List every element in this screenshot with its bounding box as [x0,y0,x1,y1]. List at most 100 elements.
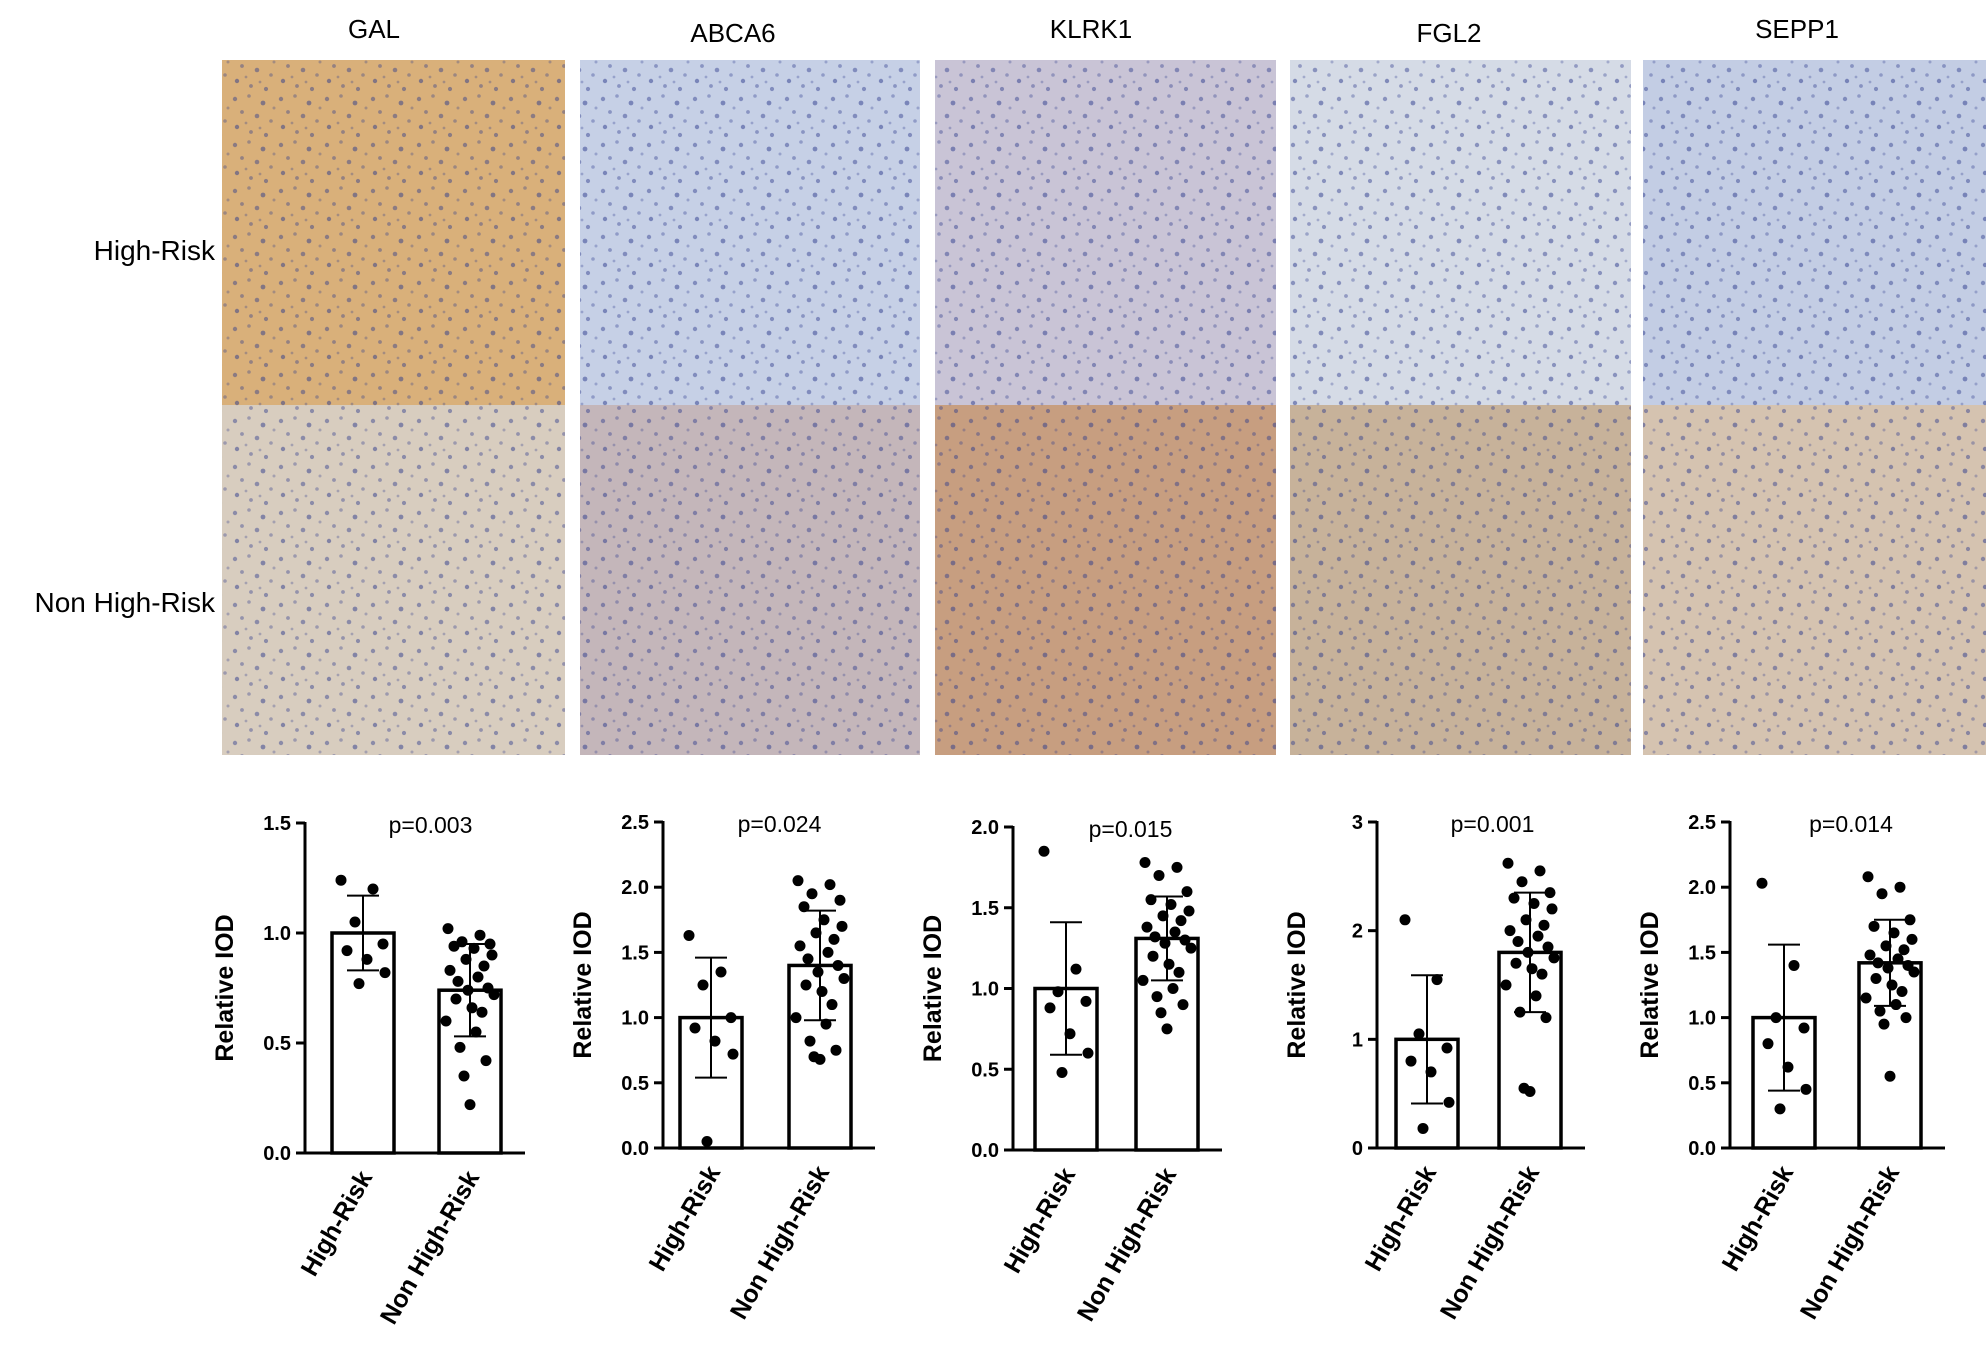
data-point-non-high-risk [470,1026,482,1038]
y-tick-label: 1.0 [621,1008,649,1030]
data-point-non-high-risk [488,989,500,1001]
y-tick-label: 1 [1352,1029,1363,1051]
data-point-non-high-risk [478,960,490,972]
data-point-high-risk [1800,1083,1812,1095]
data-point-high-risk [725,1012,737,1024]
data-point-non-high-risk [816,986,828,998]
micrograph-high-risk-fgl2 [1290,60,1631,405]
data-point-non-high-risk [1185,942,1197,954]
data-point-non-high-risk [484,938,496,950]
chart-sepp1: Relative IOD 0.0 0.5 1.0 1.5 2.0 2.5 p=0.014 Hig… [1636,811,1945,1324]
x-category-label-high-risk: High-Risk [296,1166,379,1281]
data-point-non-high-risk [1548,952,1560,964]
data-point-high-risk [1052,986,1064,998]
data-point-non-high-risk [1159,937,1171,949]
data-point-non-high-risk [1874,1005,1886,1017]
data-point-non-high-risk [1153,869,1165,881]
data-point-non-high-risk [440,1015,452,1027]
data-point-non-high-risk [1884,1070,1896,1082]
data-point-non-high-risk [1147,950,1159,962]
y-tick-label: 0.5 [621,1073,649,1095]
x-category-label-high-risk: High-Risk [999,1163,1082,1278]
data-point-non-high-risk [1167,983,1179,994]
data-point-high-risk [361,953,373,965]
data-point-non-high-risk [1890,999,1902,1011]
data-point-high-risk [1056,1066,1068,1078]
data-point-non-high-risk [452,975,464,987]
data-point-non-high-risk [1544,887,1556,899]
chart-row: Relative IOD 0.0 0.5 1.0 1.5 p=0.003 High-Risk… [211,811,1945,1329]
data-point-high-risk [1413,1028,1425,1040]
micrograph-high-risk-gal [222,60,565,405]
y-axis-title: Relative IOD [1283,911,1311,1058]
data-point-non-high-risk [1151,991,1163,1003]
y-tick-label: 1.0 [971,979,999,1001]
data-point-non-high-risk [1508,892,1520,904]
y-tick-label: 1.0 [1688,1008,1716,1030]
data-point-non-high-risk [1886,979,1898,991]
y-tick-label: 1.5 [621,942,649,964]
data-point-high-risk [1038,845,1050,857]
data-point-non-high-risk [828,933,840,945]
data-point-non-high-risk [1161,1023,1173,1035]
micrograph-non-high-risk-abca6 [580,405,920,755]
micrograph-high-risk-abca6 [580,60,920,405]
data-point-non-high-risk [464,1099,476,1111]
data-point-high-risk [697,979,709,991]
data-point-non-high-risk [1139,857,1151,869]
data-point-non-high-risk [836,920,848,932]
data-point-high-risk [379,967,391,979]
gene-header-abca6: ABCA6 [690,18,775,48]
data-point-high-risk [1788,959,1800,971]
data-point-high-risk [1064,1028,1076,1040]
micrograph-non-high-risk-gal [222,405,565,755]
data-point-non-high-risk [1141,921,1153,933]
y-tick-label: 2 [1352,921,1363,943]
data-point-high-risk [683,929,695,941]
data-point-non-high-risk [1878,1018,1890,1030]
data-point-non-high-risk [1169,926,1181,938]
data-point-high-risk [1443,1096,1455,1108]
data-point-non-high-risk [1526,963,1538,975]
data-point-high-risk [377,938,389,950]
p-value-label: p=0.003 [389,812,473,838]
data-point-non-high-risk [1145,894,1157,906]
data-point-non-high-risk [444,964,456,976]
y-tick-label: 1.0 [263,923,291,945]
data-point-non-high-risk [1864,949,1876,961]
data-point-non-high-risk [1538,919,1550,931]
data-point-high-risk [1770,1012,1782,1024]
y-tick-label: 2.5 [621,812,649,834]
data-point-non-high-risk [798,901,810,913]
data-point-non-high-risk [1880,940,1892,952]
data-point-non-high-risk [448,940,460,952]
data-point-non-high-risk [1876,888,1888,900]
p-value-label: p=0.024 [738,811,822,837]
p-value-label: p=0.001 [1451,811,1535,837]
data-point-non-high-risk [1516,876,1528,888]
data-point-non-high-risk [1165,899,1177,911]
data-point-non-high-risk [1900,1012,1912,1024]
x-category-label-high-risk: High-Risk [644,1161,727,1276]
data-point-non-high-risk [480,1055,492,1067]
data-point-non-high-risk [474,929,486,941]
data-point-non-high-risk [814,1053,826,1065]
data-point-non-high-risk [800,979,812,991]
data-point-non-high-risk [486,949,498,961]
data-point-non-high-risk [1514,1006,1526,1018]
data-point-non-high-risk [1532,930,1544,942]
data-point-non-high-risk [1502,857,1514,869]
data-point-non-high-risk [458,1070,470,1082]
x-category-label-non-high-risk: Non High-Risk [1435,1161,1545,1324]
data-point-high-risk [1441,1042,1453,1054]
chart-klrk1: Relative IOD 0.0 0.5 1.0 1.5 2.0 p=0.015 High-R… [919,816,1222,1326]
data-point-non-high-risk [1175,915,1187,927]
y-tick-label: 1.5 [1688,942,1716,964]
y-tick-label: 0.5 [971,1059,999,1081]
data-point-non-high-risk [1534,865,1546,877]
data-point-non-high-risk [1894,881,1906,893]
data-point-non-high-risk [1906,933,1918,945]
data-point-non-high-risk [792,875,804,887]
data-point-non-high-risk [466,1002,478,1014]
gene-header-fgl2: FGL2 [1416,18,1481,48]
